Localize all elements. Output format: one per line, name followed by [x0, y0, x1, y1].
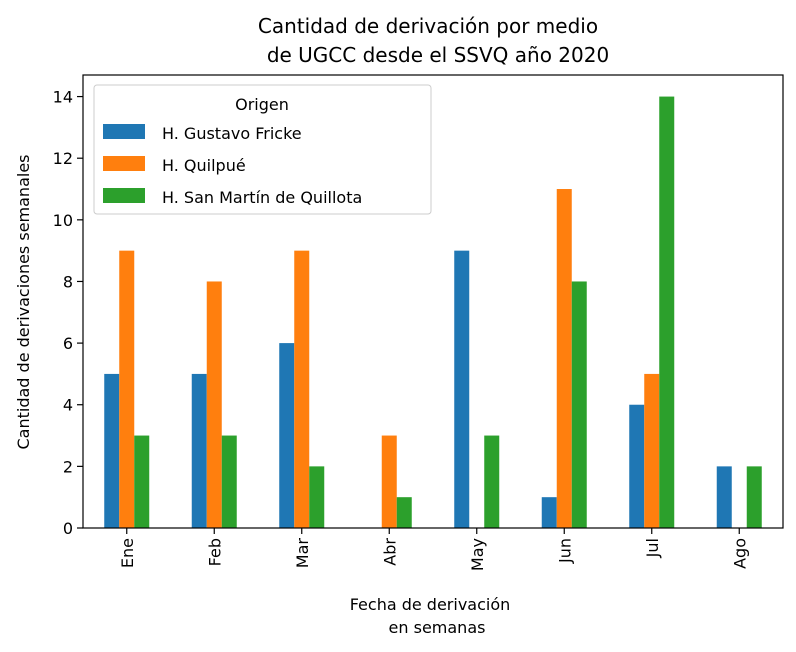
bar-1-jun [556, 189, 572, 528]
bars-group [104, 96, 762, 528]
bar-1-mar [294, 250, 310, 528]
y-tick-label: 10 [53, 211, 73, 230]
x-axis-label-line-2: en semanas [389, 618, 486, 637]
bar-2-abr [396, 497, 412, 528]
x-tick-label-mar: Mar [293, 538, 312, 569]
bar-0-may [454, 250, 470, 528]
y-tick-label: 6 [63, 334, 73, 353]
bar-0-feb [191, 373, 207, 528]
bar-2-mar [309, 466, 325, 528]
y-tick-label: 0 [63, 519, 73, 538]
legend-box [93, 84, 432, 215]
x-tick-label-ago: Ago [730, 538, 749, 569]
legend-label-quillota: H. San Martín de Quillota [162, 188, 362, 207]
legend: Origen H. Gustavo Fricke H. Quilpué H. S… [93, 84, 432, 215]
y-tick-label: 4 [63, 396, 73, 415]
chart-title-line-2: de UGCC desde el SSVQ año 2020 [267, 43, 609, 67]
legend-label-quilpue: H. Quilpué [162, 156, 246, 175]
legend-swatch-quilpue [103, 156, 145, 171]
bar-0-ago [716, 466, 732, 528]
bar-0-ene [104, 373, 120, 528]
bar-2-ago [746, 466, 762, 528]
bar-2-feb [221, 435, 237, 528]
bar-1-abr [381, 435, 397, 528]
bar-2-ene [134, 435, 150, 528]
y-tick-label: 12 [53, 149, 73, 168]
x-tick-label-jul: Jul [643, 538, 662, 558]
y-tick-label: 8 [63, 272, 73, 291]
x-tick-label-ene: Ene [118, 538, 137, 568]
legend-swatch-quillota [103, 188, 145, 203]
bar-1-jul [644, 373, 660, 528]
x-tick-label-may: May [468, 538, 487, 571]
x-tick-label-abr: Abr [380, 538, 399, 566]
y-axis-ticks: 0 2 4 6 8 10 12 14 [53, 88, 83, 538]
y-axis-label: Cantidad de derivaciones semanales [14, 155, 33, 450]
bar-2-may [484, 435, 500, 528]
legend-swatch-fricke [103, 124, 145, 139]
bar-0-mar [279, 343, 295, 528]
x-axis-ticks: Ene Feb Mar Abr May Jun Jul Ago [118, 528, 749, 571]
y-tick-label: 14 [53, 88, 73, 107]
bar-2-jun [571, 281, 587, 528]
bar-0-jun [541, 497, 557, 528]
legend-title: Origen [235, 95, 289, 114]
x-tick-label-feb: Feb [205, 538, 224, 566]
bar-1-feb [206, 281, 222, 528]
x-tick-label-jun: Jun [555, 538, 574, 564]
x-axis-label-line-1: Fecha de derivación [350, 595, 511, 614]
y-tick-label: 2 [63, 457, 73, 476]
chart-title-line-1: Cantidad de derivación por medio [258, 14, 598, 38]
bar-1-ene [119, 250, 135, 528]
bar-2-jul [659, 96, 675, 528]
bar-0-jul [629, 404, 645, 528]
plot-frame [82, 74, 784, 529]
legend-label-fricke: H. Gustavo Fricke [162, 124, 302, 143]
